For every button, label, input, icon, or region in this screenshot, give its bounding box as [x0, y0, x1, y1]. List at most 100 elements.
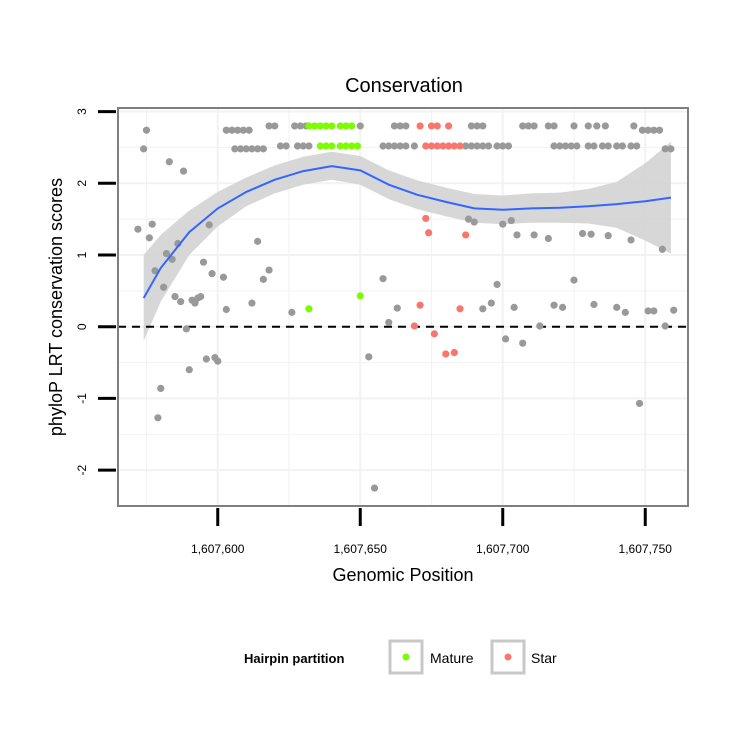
- data-point-other: [638, 126, 647, 134]
- data-point-other: [658, 245, 666, 253]
- data-point-other: [259, 275, 267, 283]
- data-point-other: [570, 122, 578, 130]
- y-tick-label: 1: [75, 251, 89, 258]
- data-point-other: [499, 220, 507, 228]
- data-point-other: [356, 122, 364, 130]
- data-point-other: [613, 303, 621, 311]
- data-point-other: [254, 237, 262, 245]
- data-point-star: [439, 142, 447, 150]
- data-point-mature: [336, 142, 344, 150]
- data-point-other: [499, 142, 507, 150]
- data-point-other: [644, 307, 652, 315]
- data-point-other: [222, 305, 230, 314]
- data-point-other: [291, 122, 299, 130]
- data-point-mature: [328, 122, 336, 130]
- data-point-star: [456, 305, 464, 313]
- plot-panel: [117, 107, 689, 507]
- data-point-other: [550, 301, 558, 309]
- data-point-other: [245, 126, 253, 134]
- data-point-other: [271, 122, 279, 130]
- data-point-other: [177, 298, 185, 306]
- data-point-mature: [305, 305, 313, 313]
- data-point-other: [402, 122, 410, 130]
- data-point-other: [259, 145, 267, 153]
- data-point-mature: [348, 142, 356, 150]
- data-point-other: [385, 318, 393, 327]
- data-point-star: [416, 122, 424, 130]
- data-point-other: [396, 142, 404, 150]
- data-point-other: [254, 145, 262, 153]
- data-point-other: [479, 122, 487, 130]
- data-point-other: [228, 126, 236, 134]
- data-point-other: [467, 142, 475, 150]
- data-point-other: [208, 270, 216, 278]
- data-point-other: [222, 126, 230, 134]
- data-point-other: [396, 122, 404, 130]
- data-point-other: [197, 293, 205, 301]
- data-point-other: [502, 335, 510, 343]
- data-point-other: [276, 142, 285, 150]
- data-point-other: [493, 280, 501, 289]
- data-point-other: [559, 303, 567, 311]
- data-point-other: [473, 122, 481, 130]
- data-point-other: [160, 283, 168, 291]
- data-point-other: [199, 258, 208, 266]
- data-point-other: [171, 293, 179, 301]
- data-point-other: [168, 255, 176, 263]
- data-point-other: [627, 142, 635, 150]
- smooth-line: [142, 165, 672, 299]
- data-point-other: [236, 145, 245, 153]
- data-point-other: [179, 167, 188, 175]
- data-point-star: [450, 348, 458, 357]
- data-point-other: [265, 266, 273, 274]
- data-point-mature: [322, 122, 330, 130]
- data-point-star: [442, 350, 450, 358]
- data-point-other: [165, 158, 173, 166]
- data-point-other: [379, 275, 387, 283]
- data-point-other: [550, 142, 558, 150]
- data-point-other: [134, 225, 142, 233]
- data-point-star: [445, 122, 453, 130]
- data-point-star: [433, 142, 441, 150]
- data-point-star: [462, 231, 470, 239]
- data-point-other: [567, 142, 575, 150]
- data-point-other: [410, 142, 418, 150]
- x-tick-label: 1,607,600: [191, 542, 245, 556]
- x-tick-label: 1,607,650: [334, 542, 388, 556]
- data-point-other: [239, 126, 247, 134]
- data-point-other: [544, 234, 552, 243]
- legend-label-star: Star: [531, 650, 557, 666]
- data-point-other: [305, 142, 313, 150]
- y-tick-label: -1: [75, 393, 89, 404]
- data-point-other: [242, 145, 250, 153]
- data-point-other: [402, 142, 410, 150]
- data-point-other: [464, 215, 473, 223]
- data-point-other: [598, 142, 607, 150]
- data-point-other: [479, 142, 487, 150]
- data-point-other: [661, 322, 669, 330]
- data-point-other: [288, 308, 296, 316]
- data-point-other: [148, 220, 156, 228]
- data-point-other: [621, 308, 629, 316]
- data-point-other: [519, 339, 527, 347]
- data-point-other: [590, 300, 598, 309]
- y-tick-label: 3: [75, 108, 89, 115]
- data-point-star: [425, 229, 433, 237]
- data-point-other: [513, 231, 521, 239]
- data-point-other: [231, 145, 239, 153]
- legend: Hairpin partition Mature Star: [244, 639, 557, 675]
- data-point-other: [293, 142, 302, 150]
- data-point-other: [510, 303, 518, 311]
- data-point-other: [650, 307, 658, 315]
- data-point-other: [584, 142, 592, 150]
- data-point-other: [379, 142, 387, 150]
- x-axis: 1,607,600 1,607,650 1,607,700 1,607,750: [191, 508, 672, 556]
- data-point-other: [573, 142, 581, 150]
- x-tick-label: 1,607,750: [619, 542, 673, 556]
- data-point-other: [644, 126, 652, 134]
- data-point-other: [556, 142, 564, 150]
- data-point-mature: [305, 122, 313, 130]
- data-point-other: [601, 122, 609, 130]
- data-point-other: [584, 122, 592, 130]
- y-axis: -2 -1 0 1 2 3: [75, 108, 116, 475]
